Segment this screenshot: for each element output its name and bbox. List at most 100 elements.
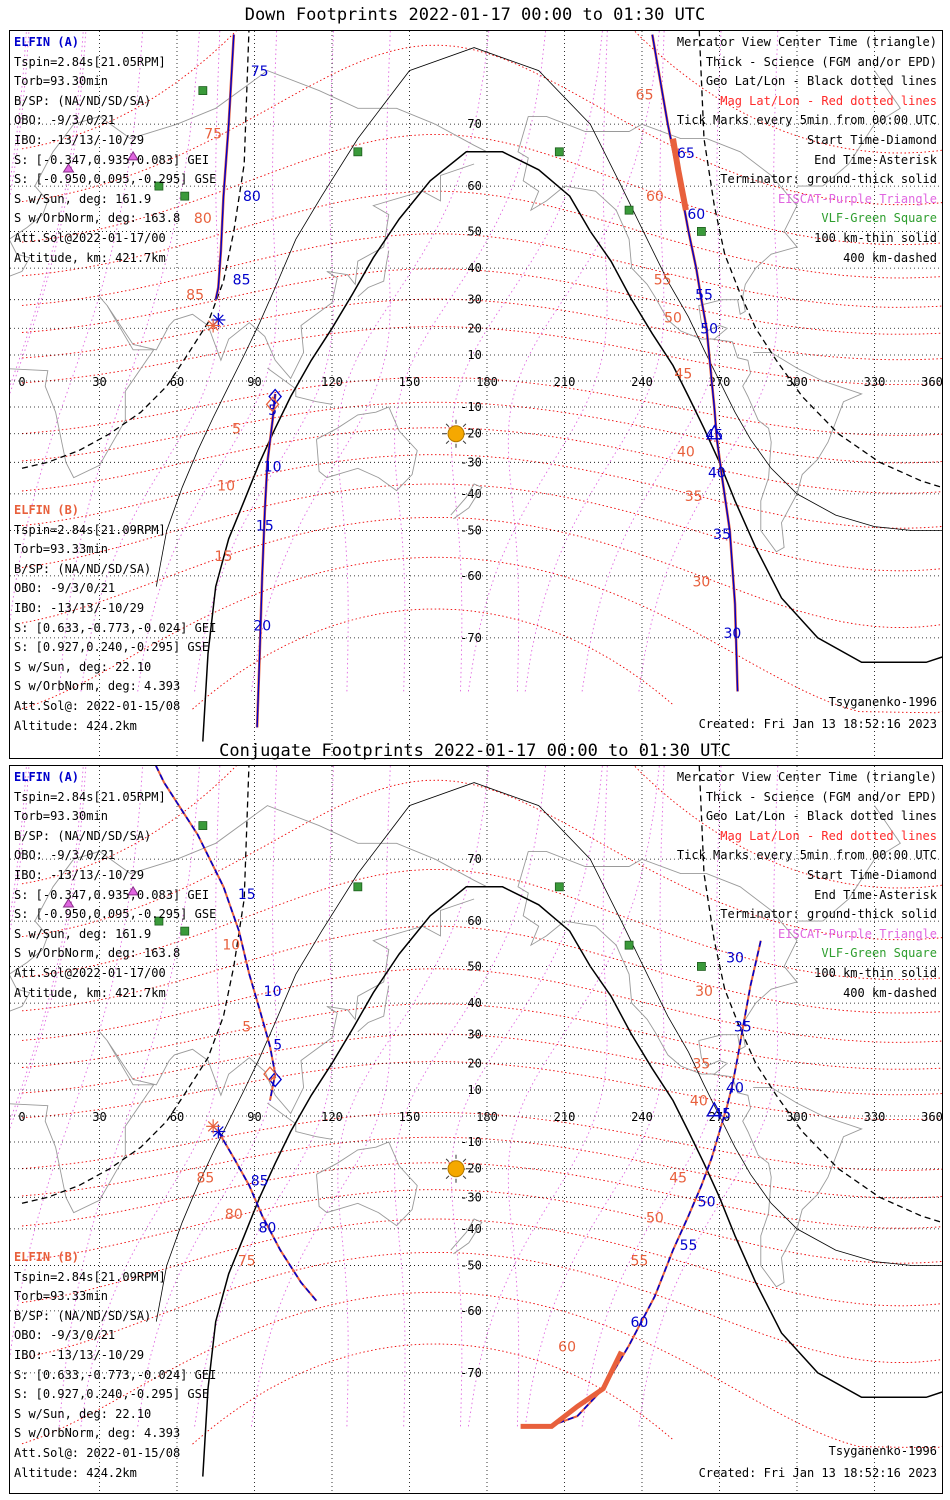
mag-lon-line <box>467 31 608 692</box>
legend-line: S w/OrbNorm, deg: 163.8 <box>14 946 181 961</box>
down-footprints-map: 0 30 60 90 120 150 180 210 240 270 300 330 360 70 60 50… <box>10 31 942 758</box>
sun-disc <box>447 425 465 443</box>
tick-label: 80 <box>194 211 212 227</box>
lon-label: 150 <box>399 1110 421 1124</box>
coastline <box>316 406 418 492</box>
coastline <box>99 163 475 380</box>
legend-line: ELFIN (B) <box>14 503 80 517</box>
tick-label: 40 <box>677 444 695 460</box>
coastlines <box>10 70 901 553</box>
sun-ray <box>462 1175 467 1179</box>
tick-label: 15 <box>215 549 233 565</box>
start-diamond <box>268 388 283 405</box>
mag-lon-line <box>137 766 278 1427</box>
legend-line: Altitude: 424.2km <box>14 718 137 733</box>
eiscat-triangle <box>127 150 139 161</box>
vlf-stations <box>154 86 706 236</box>
lon-label: 150 <box>399 375 421 389</box>
elfin-a-track <box>548 940 762 1428</box>
legend-line: 100 km-thin solid <box>814 230 937 245</box>
elfin-b-track <box>255 393 277 728</box>
legend-line: VLF-Green Square <box>821 211 937 226</box>
mag-lat-line <box>21 298 942 361</box>
mag-lat-line <box>21 454 942 529</box>
mag-lon-line <box>394 31 547 692</box>
legend-line: S: [0.927,0.240,-0.295] GSE <box>14 1387 210 1402</box>
elfin-a-track <box>215 34 235 300</box>
tick-label: 60 <box>646 189 664 205</box>
elfin-a-track <box>256 393 276 728</box>
mag-lon-line <box>638 31 779 692</box>
legend-line: Tick Marks every 5min from 00:00 UTC <box>676 113 937 128</box>
mag-lon-line <box>337 31 490 692</box>
center-time-triangle <box>706 1101 723 1117</box>
elfin-a-tick-labels: 15 10 5 85 80 30 35 40 45 50 55 60 <box>238 887 752 1331</box>
lat-label: 30 <box>467 1028 481 1042</box>
tick-label: 30 <box>695 984 713 1000</box>
mag-lat-line <box>192 1343 674 1445</box>
coastline <box>267 367 333 405</box>
coastlines <box>10 805 901 1288</box>
start-diamond <box>265 396 280 413</box>
legend-line: IBO: -13/13/-10/29 <box>14 1347 145 1362</box>
terminator-ground <box>202 886 942 1477</box>
tick-label: 35 <box>692 1057 710 1073</box>
mag-lat-line <box>21 1189 942 1264</box>
legend-line: S w/OrbNorm, deg: 163.8 <box>14 211 181 226</box>
terminator-100km <box>155 47 942 587</box>
lat-label: 40 <box>467 261 481 275</box>
tick-label: 60 <box>630 1315 648 1331</box>
elfin-b-legend: ELFIN (B) Tspin=2.84s[21.09RPM] Torb=93.33… <box>14 501 216 736</box>
lat-label: -50 <box>460 1259 482 1273</box>
lat-label: -70 <box>460 631 482 645</box>
mag-lon-line <box>507 766 660 1427</box>
sun-ray <box>445 1158 450 1163</box>
tick-label: 40 <box>708 466 726 482</box>
eiscat-triangle <box>62 898 75 908</box>
legend-line: Geo Lat/Lon - Black dotted lines <box>705 74 937 89</box>
coastline <box>517 850 798 1075</box>
tick-label: 85 <box>197 1171 215 1187</box>
legend-line: OBO: -9/3/0/21 <box>14 1328 116 1343</box>
tick-label: 50 <box>700 322 718 338</box>
tick-label: 40 <box>690 1094 708 1110</box>
tick-label: 10 <box>217 479 235 495</box>
legend-line: S w/Sun, deg: 22.10 <box>14 659 152 674</box>
sun-ray <box>462 1158 467 1163</box>
tick-label: 45 <box>674 366 692 382</box>
lon-label: 60 <box>170 375 184 389</box>
legend-line: Att.Sol@: 2022-01-15/08 <box>14 698 181 713</box>
legend-line: S w/Sun, deg: 161.9 <box>14 191 152 206</box>
legend-line: S: [-0.950,0.095,-0.295] GSE <box>14 907 217 922</box>
mag-lon-line <box>337 766 490 1427</box>
asterisk-stroke <box>207 1120 219 1132</box>
tick-label: 10 <box>264 459 282 475</box>
terminator-100km <box>155 782 942 1322</box>
asterisk-stroke <box>207 320 219 331</box>
elfin-b-science-segment <box>670 138 689 211</box>
legend-line: Tspin=2.84s[21.09RPM] <box>14 522 166 537</box>
tick-label: 75 <box>238 1254 256 1270</box>
mag-lon-line <box>10 766 84 1123</box>
tick-label: 20 <box>253 618 271 634</box>
lon-label: 360 <box>921 1110 942 1124</box>
lat-label: -60 <box>460 569 482 583</box>
legend-line: IBO: -13/13/-10/29 <box>14 600 145 615</box>
legend-line: Mag Lat/Lon - Red dotted lines <box>720 93 937 108</box>
tick-label: 55 <box>680 1238 698 1254</box>
legend-line: S: [0.927,0.240,-0.295] GSE <box>14 640 210 655</box>
mag-lon-line <box>638 766 779 1427</box>
tick-label: 15 <box>256 519 274 535</box>
mag-lon-line <box>137 31 278 692</box>
tick-label: 60 <box>687 207 705 223</box>
mag-lon-line <box>581 31 722 692</box>
legend-line: Mercator View Center Time (triangle) <box>676 770 937 784</box>
legend-line: Thick - Science (FGM and/or EPD) <box>705 54 937 69</box>
lat-label: 50 <box>467 224 481 238</box>
tick-label: 30 <box>723 626 741 642</box>
tick-label: 30 <box>692 575 710 591</box>
map-legend: Mercator View Center Time (triangle) Thic… <box>677 768 937 1003</box>
tick-label: 45 <box>713 1107 731 1123</box>
mag-lon-line <box>10 31 144 624</box>
tick-label: 5 <box>242 1020 251 1036</box>
